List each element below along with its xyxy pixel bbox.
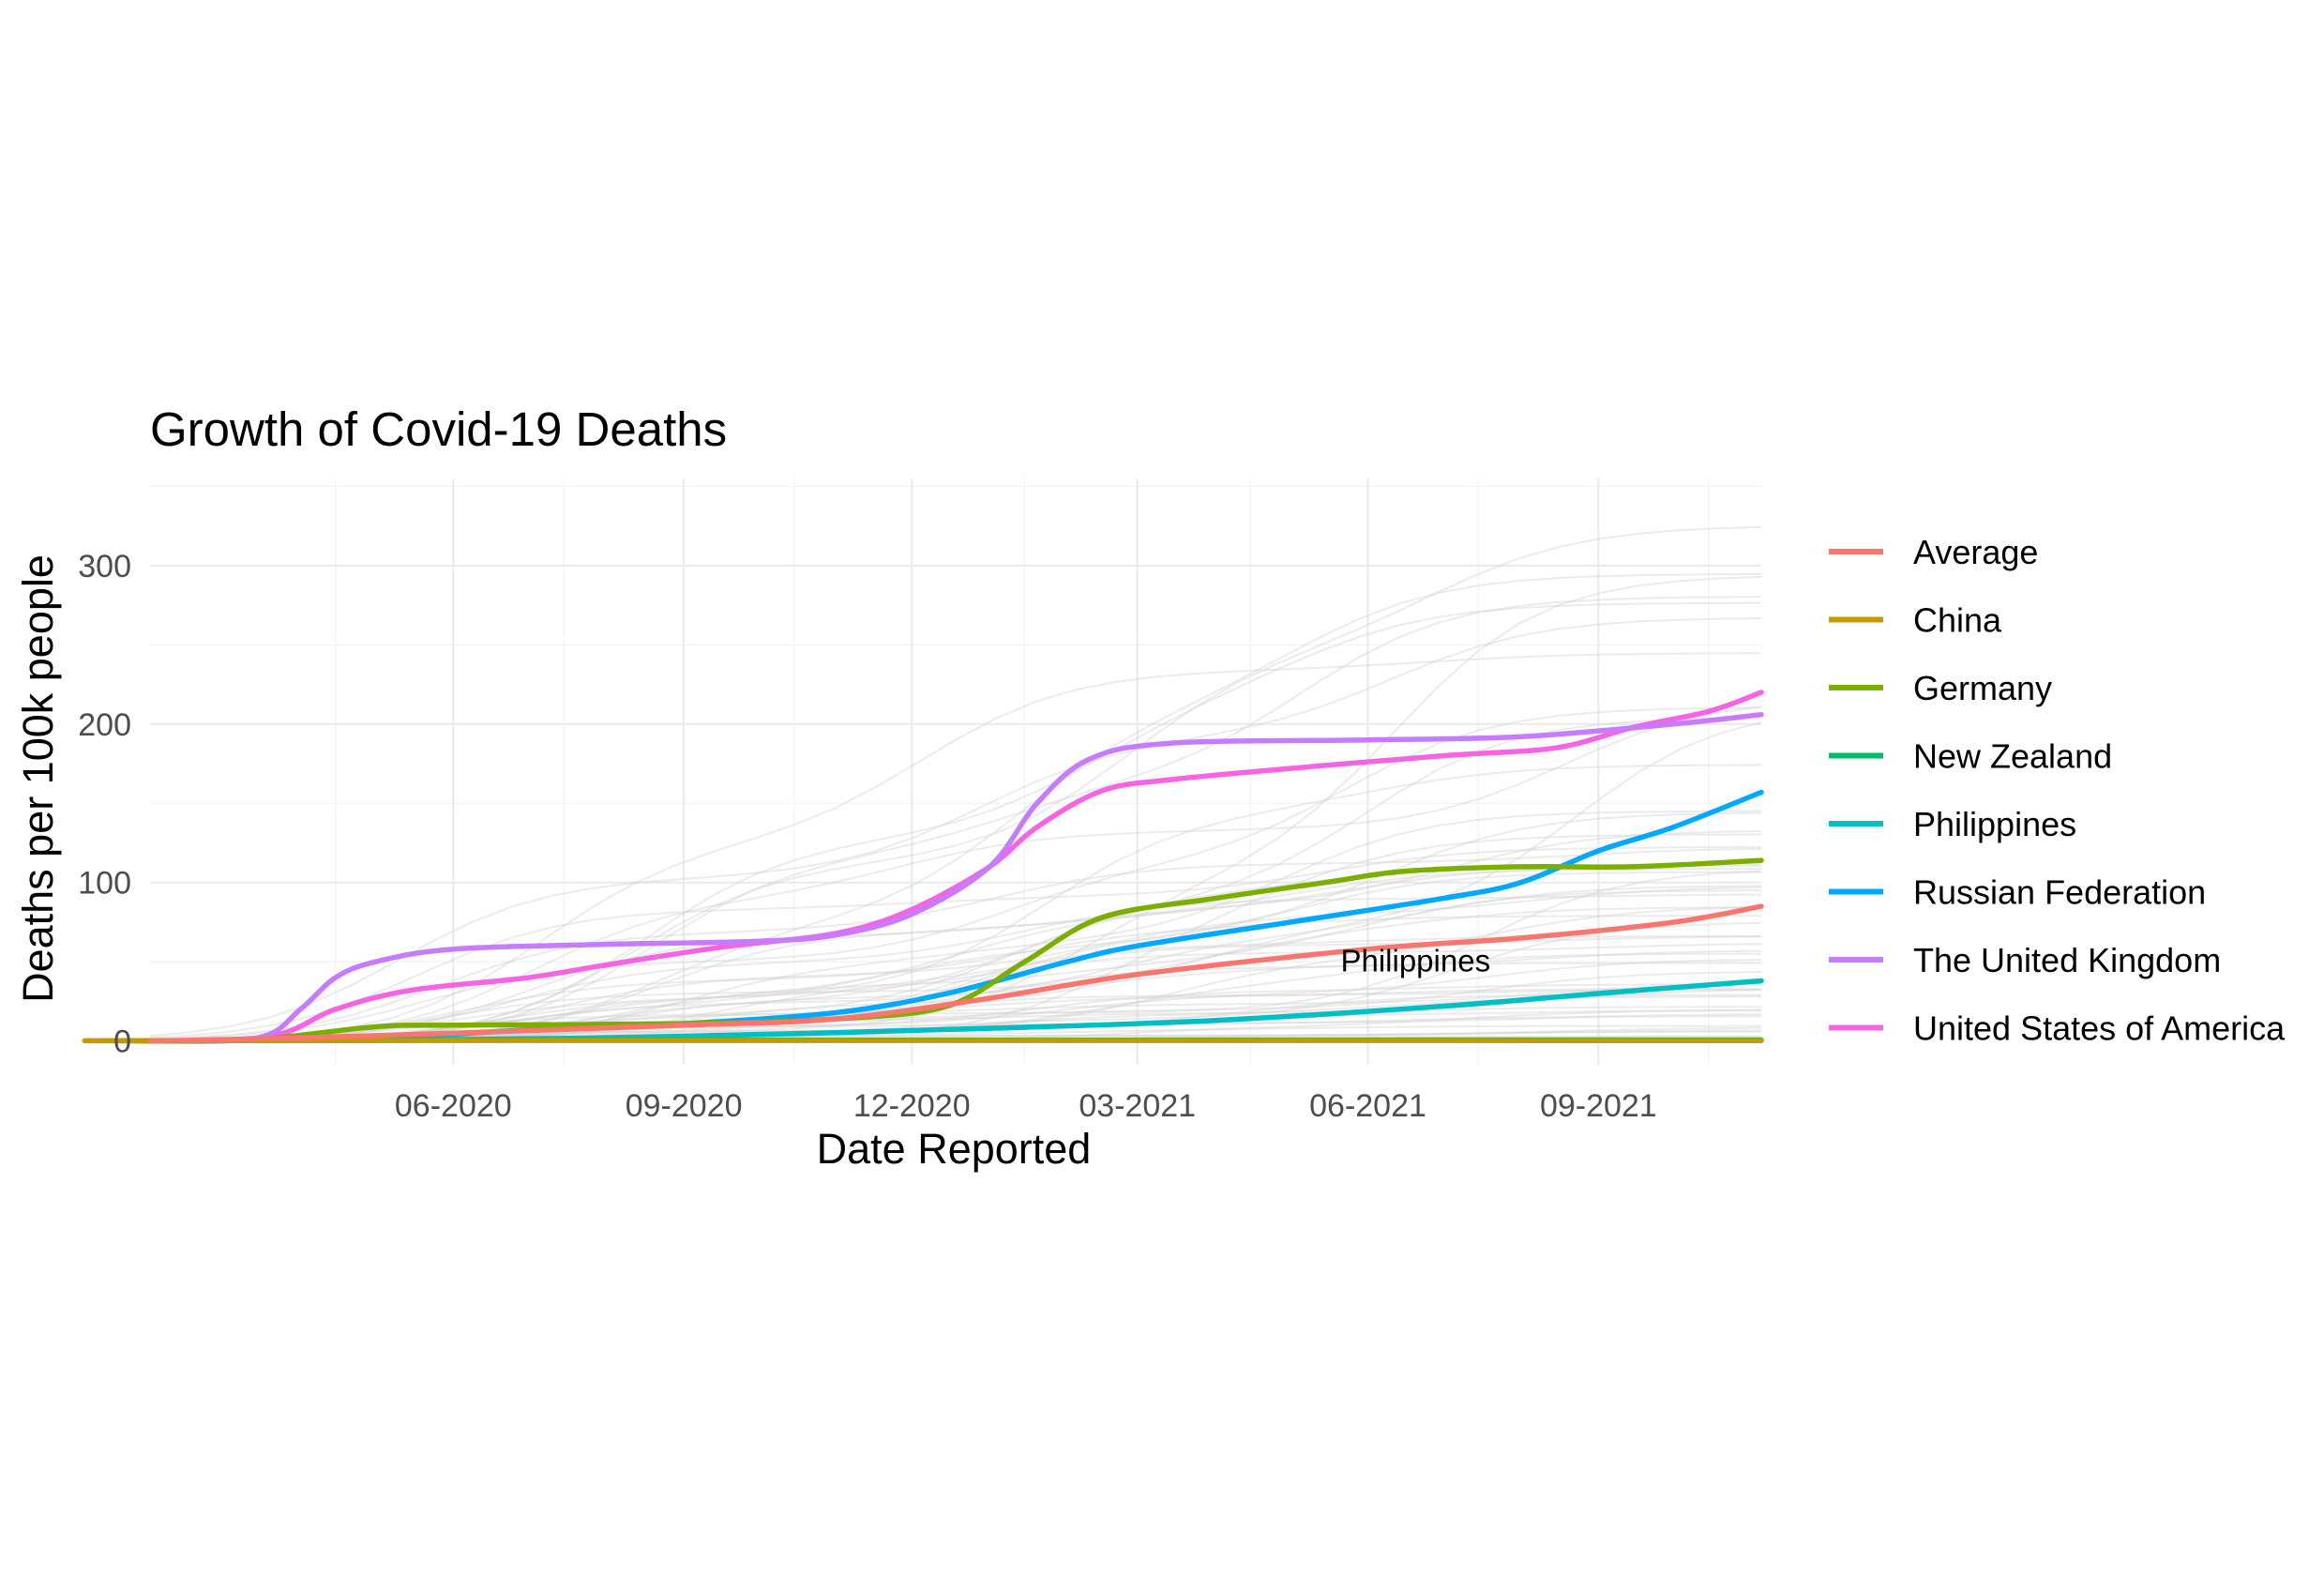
x-axis-title: Date Reported — [817, 1125, 1092, 1173]
x-axis-ticks: 06-2020 09-2020 12-2020 03-2021 06-2021 09-20… — [395, 1088, 1657, 1124]
background-country-line — [149, 575, 1762, 1042]
background-country-line — [150, 572, 1762, 1042]
series-line-germany — [147, 857, 1764, 1044]
legend-label-germany: Germany — [1913, 669, 2052, 707]
y-axis-ticks: 0 100 200 300 — [78, 549, 131, 1060]
background-country-line — [149, 617, 1762, 1038]
series-line-china — [82, 1038, 1764, 1044]
annotation-label: Philippines — [1340, 943, 1490, 978]
chart-title: Growth of Covid-19 Deaths — [150, 402, 727, 456]
series-line-average — [147, 903, 1764, 1044]
series-line-the-united-kingdom — [147, 711, 1764, 1044]
background-country-line — [149, 943, 1762, 1042]
background-country-line — [149, 871, 1762, 1042]
y-tick-label: 100 — [78, 866, 131, 902]
background-country-line — [149, 706, 1762, 1040]
background-country-line — [149, 847, 1762, 1040]
y-tick-label: 300 — [78, 549, 131, 584]
legend-label-new-zealand: New Zealand — [1913, 737, 2112, 776]
x-tick-label: 09-2020 — [626, 1088, 743, 1124]
legend-label-china: China — [1913, 601, 2002, 640]
y-tick-label: 200 — [78, 707, 131, 743]
legend-label-united-states-of-america: United States of America — [1913, 1009, 2286, 1048]
x-tick-label: 06-2021 — [1309, 1088, 1426, 1124]
background-country-lines — [149, 525, 1762, 1042]
background-country-line — [149, 915, 1761, 1041]
background-country-line — [149, 846, 1762, 1039]
y-axis-title: Deaths per 100k people — [14, 554, 62, 1003]
background-country-line — [149, 652, 1762, 1041]
x-tick-label: 12-2020 — [853, 1088, 971, 1124]
series-lines — [82, 690, 1764, 1044]
x-tick-label: 09-2021 — [1540, 1088, 1657, 1124]
x-tick-label: 03-2021 — [1079, 1088, 1196, 1124]
x-tick-label: 06-2020 — [395, 1088, 512, 1124]
y-tick-label: 0 — [113, 1024, 131, 1060]
legend-label-philippines: Philippines — [1913, 805, 2076, 843]
legend-label-the-united-kingdom: The United Kingdom — [1913, 941, 2221, 979]
legend-label-russian-federation: Russian Federation — [1913, 873, 2206, 912]
legend-label-average: Average — [1913, 533, 2038, 571]
legend: Average China Germany New Zealand Philippine… — [1829, 533, 2286, 1048]
background-country-line — [149, 705, 1762, 1041]
annotations: Philippines — [1340, 943, 1490, 978]
